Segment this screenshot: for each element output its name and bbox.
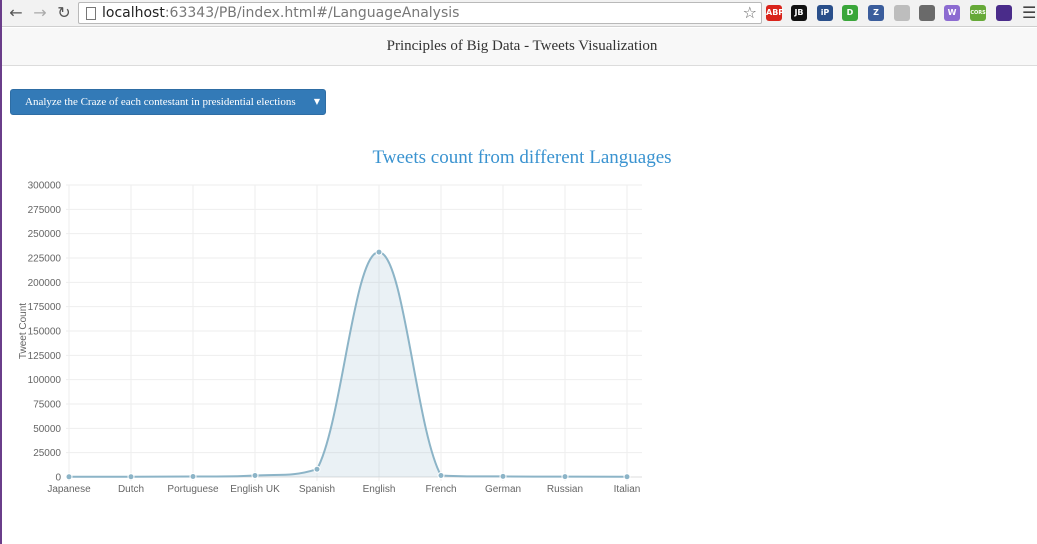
cors-icon[interactable]: CORS xyxy=(970,5,986,21)
data-point xyxy=(437,472,445,480)
data-point xyxy=(127,473,135,481)
reader-icon[interactable] xyxy=(919,5,935,21)
data-point xyxy=(189,473,197,481)
dropdown-label: Analyze the Craze of each contestant in … xyxy=(25,96,296,108)
series-area xyxy=(69,252,627,477)
wappalyzer-icon[interactable]: W xyxy=(944,5,960,21)
data-point xyxy=(375,248,383,256)
menu-icon[interactable]: ☰ xyxy=(1022,3,1037,22)
y-tick-label: 75000 xyxy=(33,400,61,411)
x-tick-label: English UK xyxy=(230,484,280,495)
data-point xyxy=(65,473,73,481)
y-tick-label: 175000 xyxy=(28,302,62,313)
y-tick-label: 0 xyxy=(55,473,61,484)
back-icon[interactable]: ← xyxy=(9,3,23,22)
x-tick-label: German xyxy=(485,484,521,495)
extension-green-icon[interactable]: D xyxy=(842,5,858,21)
data-point xyxy=(251,472,259,480)
bookmark-star-icon[interactable]: ☆ xyxy=(742,3,757,22)
caret-down-icon: ▼ xyxy=(313,97,320,106)
data-point xyxy=(499,472,507,480)
y-axis-label: Tweet Count xyxy=(18,303,29,359)
zotero-icon[interactable]: Z xyxy=(868,5,884,21)
adblock-icon[interactable]: ABP xyxy=(766,5,784,21)
analysis-dropdown-button[interactable]: Analyze the Craze of each contestant in … xyxy=(10,89,326,115)
y-tick-label: 50000 xyxy=(33,424,61,435)
extension-gray-icon[interactable] xyxy=(894,5,910,21)
y-tick-label: 225000 xyxy=(28,254,62,265)
x-tick-label: Spanish xyxy=(299,484,335,495)
x-tick-label: English xyxy=(363,484,396,495)
x-tick-label: Italian xyxy=(614,484,641,495)
tweets-language-chart: 0 25000 50000 75000 100000 125000 150000 175000… xyxy=(18,181,642,495)
url-path: :63343/PB/index.html#/LanguageAnalysis xyxy=(164,5,460,21)
extension-purple-icon[interactable] xyxy=(996,5,1012,21)
x-tick-label: Japanese xyxy=(47,484,91,495)
y-tick-label: 25000 xyxy=(33,448,61,459)
x-tick-label: French xyxy=(425,484,456,495)
browser-toolbar: ← → ↻ localhost:63343/PB/index.html#/Lan… xyxy=(2,0,1037,27)
y-tick-label: 125000 xyxy=(28,351,62,362)
jetbrains-icon[interactable]: JB xyxy=(791,5,807,21)
reload-icon[interactable]: ↻ xyxy=(57,3,71,22)
forward-icon[interactable]: → xyxy=(33,3,47,22)
y-tick-label: 150000 xyxy=(28,327,62,338)
series-line xyxy=(68,251,628,478)
url-text: localhost:63343/PB/index.html#/LanguageA… xyxy=(102,5,459,21)
y-tick-label: 250000 xyxy=(28,229,62,240)
app-header: Principles of Big Data - Tweets Visualiz… xyxy=(2,28,1037,66)
y-tick-label: 300000 xyxy=(28,181,62,192)
y-tick-label: 200000 xyxy=(28,278,62,289)
url-host: localhost xyxy=(102,5,165,21)
y-tick-label: 275000 xyxy=(28,205,62,216)
x-tick-label: Portuguese xyxy=(167,484,219,495)
x-tick-label: Russian xyxy=(547,484,583,495)
page-title: Principles of Big Data - Tweets Visualiz… xyxy=(386,38,658,54)
y-tick-label: 100000 xyxy=(28,375,62,386)
chart-title: Tweets count from different Languages xyxy=(372,147,672,168)
ip-icon[interactable]: iP xyxy=(817,5,833,21)
data-point xyxy=(561,473,569,481)
data-point xyxy=(623,473,631,481)
data-point xyxy=(313,465,321,473)
x-tick-label: Dutch xyxy=(118,484,144,495)
address-bar[interactable]: localhost:63343/PB/index.html#/LanguageA… xyxy=(78,2,762,24)
page-icon xyxy=(86,7,96,20)
